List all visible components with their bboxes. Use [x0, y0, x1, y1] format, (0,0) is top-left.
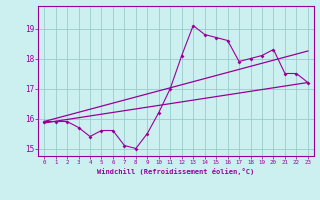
X-axis label: Windchill (Refroidissement éolien,°C): Windchill (Refroidissement éolien,°C)	[97, 168, 255, 175]
